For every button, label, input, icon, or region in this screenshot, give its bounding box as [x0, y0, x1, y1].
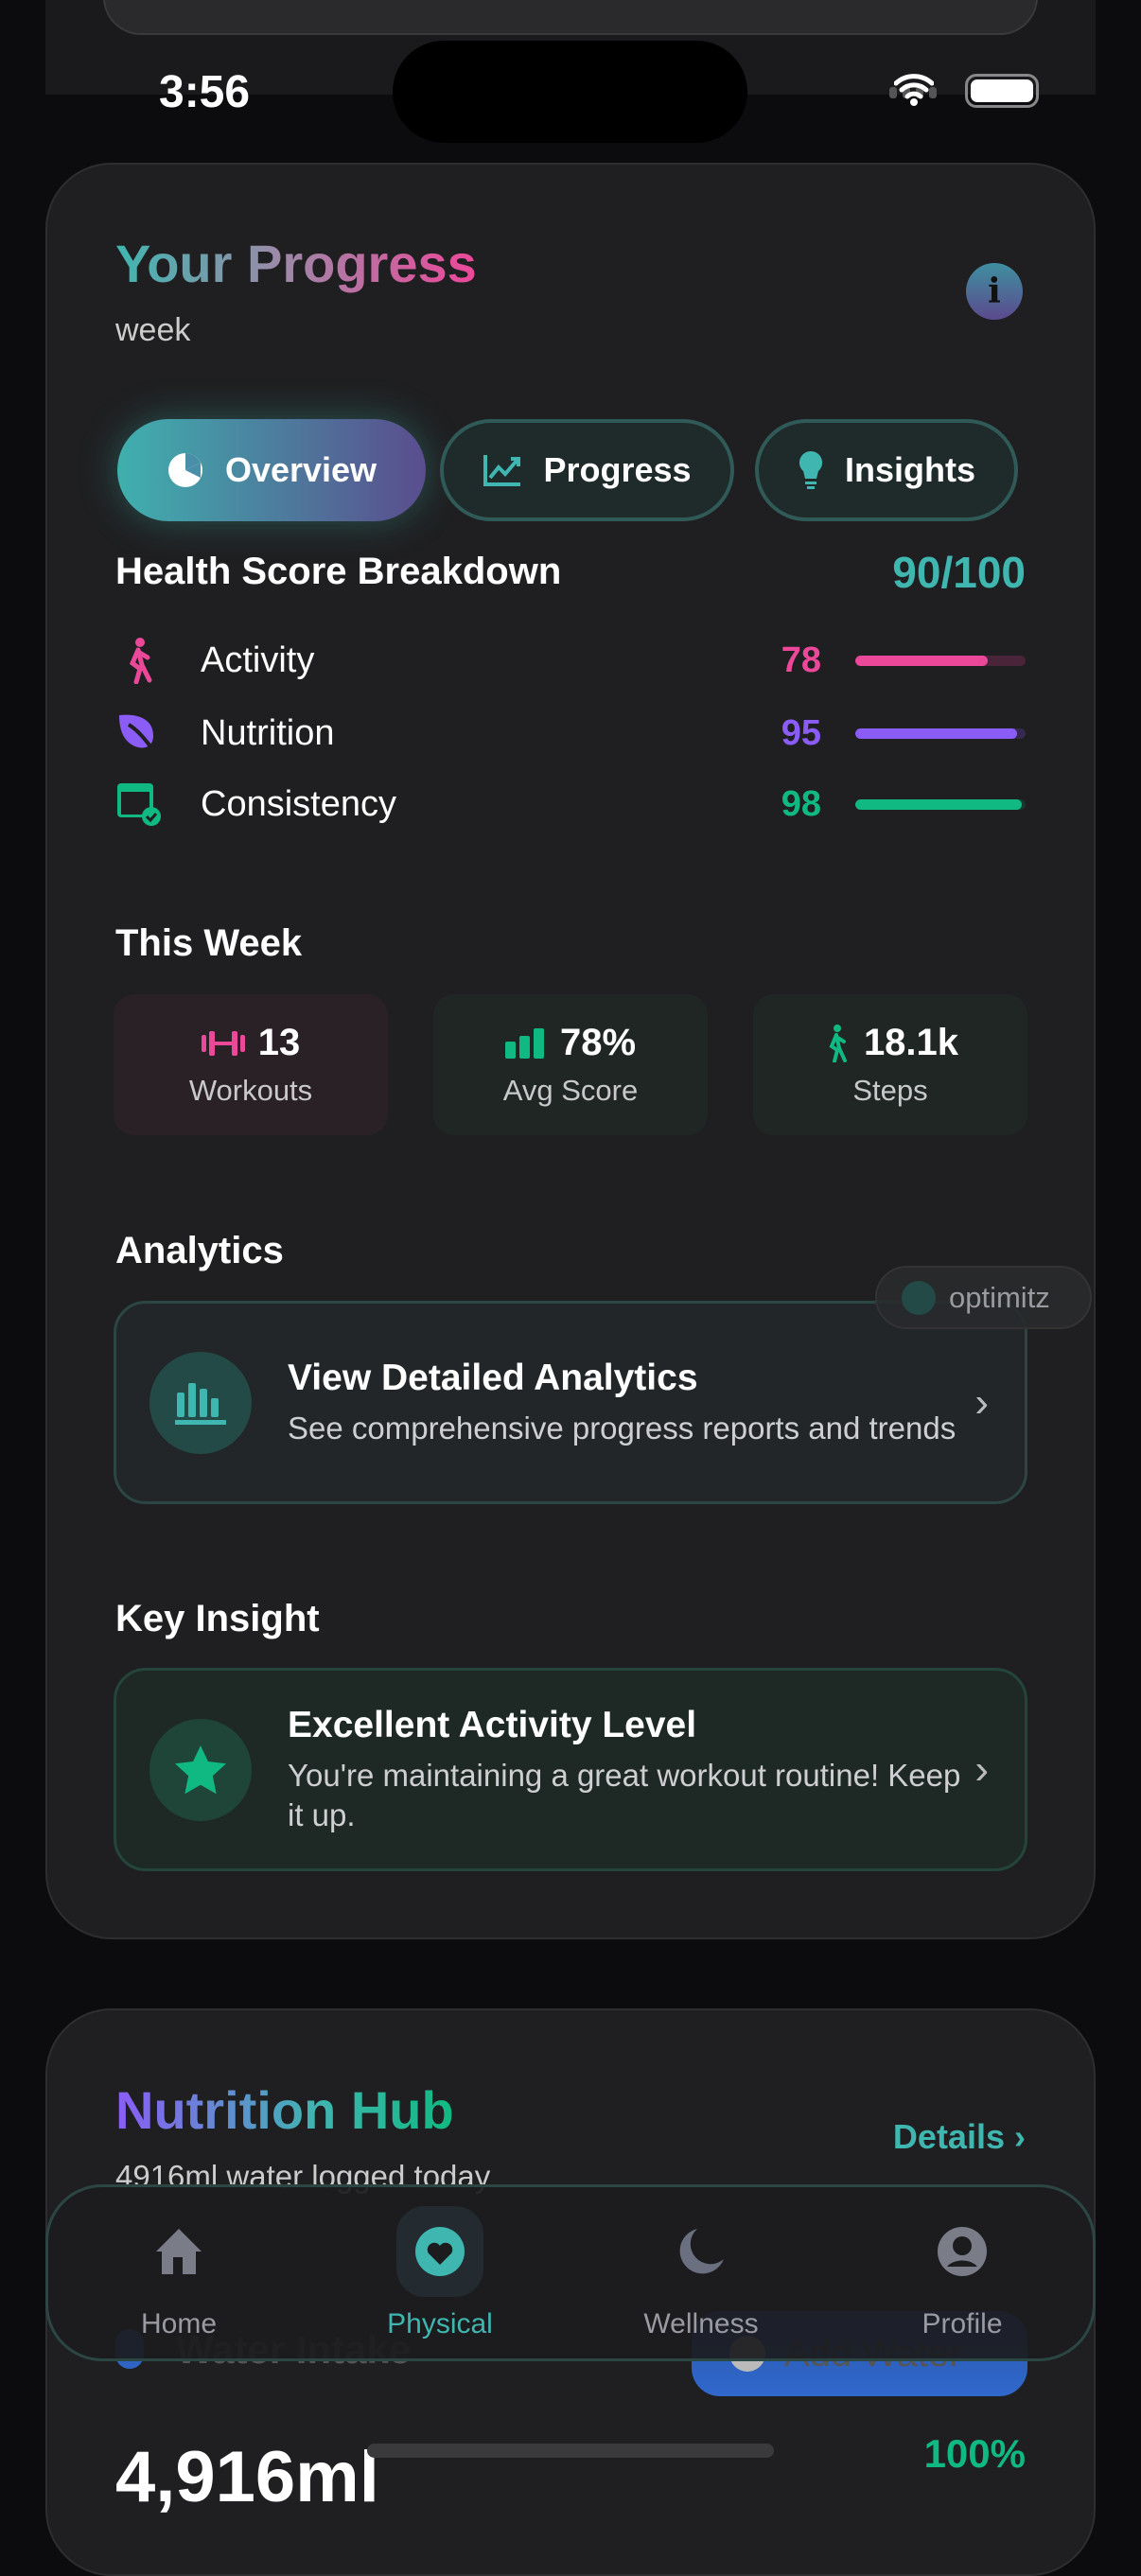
period-label: week — [115, 312, 191, 348]
lightbulb-icon — [799, 450, 823, 489]
breakdown-row-consistency: Consistency 98 — [115, 776, 1026, 832]
tab-label: Overview — [224, 450, 377, 489]
status-time: 3:56 — [159, 67, 251, 117]
optimitz-badge[interactable]: optimitz — [875, 1266, 1092, 1329]
tab-label: Insights — [844, 450, 975, 489]
walking-icon — [129, 638, 152, 684]
info-icon[interactable]: i — [966, 263, 1023, 320]
stat-label: Workouts — [188, 1074, 313, 1107]
nav-profile[interactable]: Profile — [868, 2206, 1057, 2340]
leaf-icon — [119, 714, 157, 755]
dynamic-island — [393, 41, 747, 143]
breakdown-row-nutrition: Nutrition 95 — [115, 705, 1026, 762]
previous-card — [103, 0, 1038, 35]
stat-label: Avg Score — [502, 1074, 639, 1107]
bar-chart-icon — [175, 1382, 226, 1425]
insight-icon-circle — [149, 1718, 252, 1821]
breakdown-row-activity: Activity 78 — [115, 632, 1026, 689]
star-icon — [175, 1744, 226, 1794]
tab-insights[interactable]: Insights — [755, 419, 1018, 521]
nav-physical[interactable]: Physical — [345, 2205, 535, 2340]
calendar-check-icon — [117, 783, 161, 826]
signal-icon — [889, 87, 937, 98]
details-label: Details — [892, 2117, 1005, 2156]
home-indicator — [367, 2444, 774, 2458]
optimitz-logo-icon — [902, 1280, 936, 1315]
stat-avg-score: 78% Avg Score — [433, 994, 708, 1135]
view-analytics-card[interactable]: View Detailed Analytics See comprehensive… — [114, 1301, 1027, 1504]
home-icon — [156, 2228, 202, 2274]
water-percent: 100% — [923, 2431, 1026, 2476]
progress-title: Your Progress — [115, 234, 477, 293]
stat-label: Steps — [852, 1074, 928, 1107]
activity-bar — [855, 655, 1026, 666]
stat-workouts: 13 Workouts — [114, 994, 388, 1135]
row-label: Activity — [201, 640, 315, 680]
stat-value: 78% — [559, 1022, 637, 1063]
analytics-title: Analytics — [115, 1230, 284, 1271]
nav-label: Wellness — [643, 2307, 759, 2339]
stat-steps: 18.1k Steps — [753, 994, 1027, 1135]
nutrition-bar — [855, 727, 1026, 739]
breakdown-title: Health Score Breakdown — [115, 551, 562, 592]
nav-label: Physical — [387, 2307, 493, 2339]
card-title: View Detailed Analytics — [288, 1357, 698, 1398]
consistency-bar — [855, 798, 1026, 810]
bottom-tab-bar: Home Physical Wellness Profile — [45, 2184, 1096, 2361]
nutrition-title: Nutrition Hub — [115, 2080, 454, 2140]
heart-icon — [415, 2226, 465, 2276]
card-title: Excellent Activity Level — [288, 1704, 697, 1745]
wifi-icon — [894, 74, 934, 106]
dumbbell-icon — [201, 1030, 245, 1056]
trend-chart-icon — [483, 455, 521, 486]
key-insight-title: Key Insight — [115, 1598, 320, 1639]
badge-label: optimitz — [949, 1280, 1050, 1314]
walking-icon — [829, 1024, 847, 1062]
tab-label: Progress — [543, 450, 692, 489]
chevron-right-icon: › — [1014, 2117, 1026, 2156]
row-value: 95 — [781, 712, 821, 753]
pie-chart-icon — [167, 453, 202, 487]
key-insight-card[interactable]: Excellent Activity Level You're maintaini… — [114, 1668, 1027, 1871]
profile-icon — [938, 2226, 987, 2276]
moon-icon — [679, 2228, 724, 2273]
nav-label: Home — [140, 2307, 218, 2339]
card-subtitle: See comprehensive progress reports and t… — [288, 1410, 957, 1446]
chevron-right-icon: › — [974, 1745, 989, 1793]
row-label: Consistency — [201, 783, 396, 824]
water-amount: 4,916ml — [115, 2437, 379, 2517]
row-value: 98 — [781, 783, 821, 824]
details-link[interactable]: Details › — [893, 2117, 1026, 2157]
nav-label: Profile — [922, 2307, 1003, 2339]
stat-value: 18.1k — [863, 1022, 959, 1063]
card-subtitle: You're maintaining a great workout routi… — [288, 1757, 961, 1832]
nav-home[interactable]: Home — [84, 2206, 273, 2340]
nav-wellness[interactable]: Wellness — [606, 2206, 796, 2340]
chevron-right-icon: › — [974, 1378, 989, 1426]
bar-chart-icon — [504, 1027, 544, 1059]
battery-icon — [965, 74, 1039, 108]
health-score: 90/100 — [892, 548, 1026, 597]
this-week-title: This Week — [115, 922, 303, 964]
tab-overview[interactable]: Overview — [117, 419, 426, 521]
row-label: Nutrition — [201, 712, 335, 753]
analytics-icon-circle — [149, 1351, 252, 1454]
tab-progress[interactable]: Progress — [440, 419, 734, 521]
stat-value: 13 — [257, 1022, 301, 1063]
row-value: 78 — [781, 640, 821, 680]
